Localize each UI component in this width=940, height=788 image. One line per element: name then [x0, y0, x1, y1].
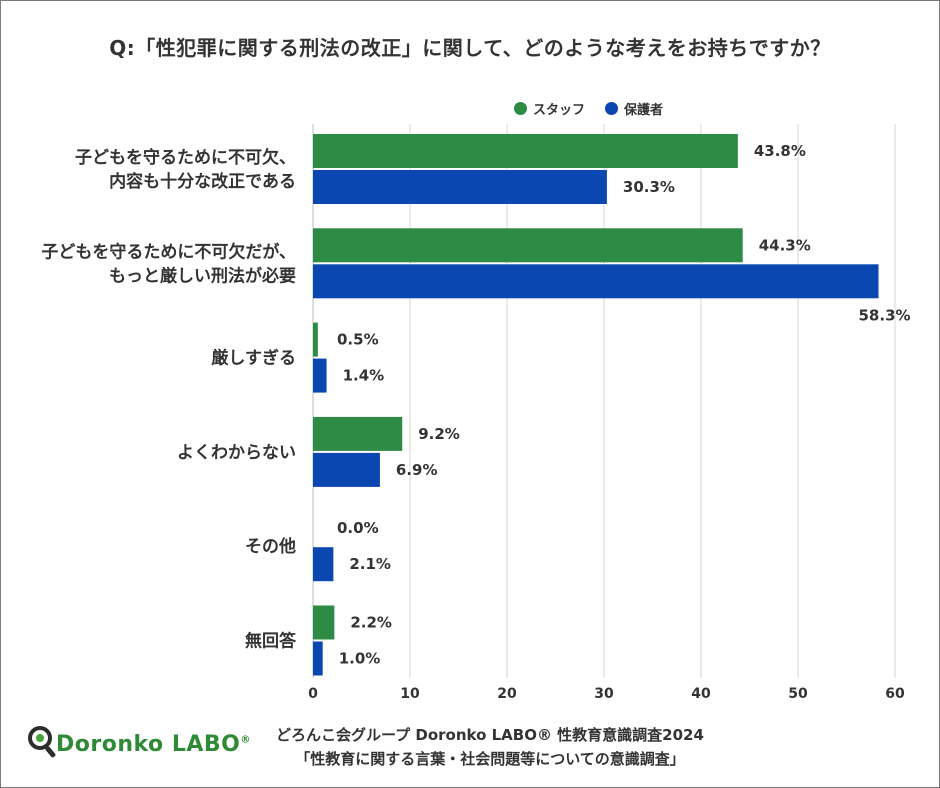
category-label: 厳しすぎる [211, 348, 296, 369]
x-tick-label: 30 [594, 686, 614, 702]
logo-text: Doronko LABO® [56, 731, 251, 757]
data-label: 30.3% [623, 178, 675, 196]
x-tick-label: 20 [497, 686, 517, 702]
bar [313, 134, 738, 168]
bar [313, 170, 607, 204]
legend: スタッフ 保護者 [514, 99, 683, 118]
legend-label-staff: スタッフ [533, 103, 586, 118]
x-tick-label: 50 [788, 686, 808, 702]
logo: Doronko LABO® [28, 726, 251, 762]
category-label: もっと厳しい刑法が必要 [109, 265, 296, 286]
legend-swatch-parents [605, 102, 619, 115]
data-label: 6.9% [396, 461, 438, 479]
bar [313, 547, 334, 582]
bar [313, 322, 318, 357]
bar [313, 228, 743, 263]
category-label: 子どもを守るために不可欠だが、 [41, 241, 296, 262]
x-tick-label: 60 [885, 686, 905, 702]
legend-label-parents: 保護者 [624, 103, 664, 118]
bar [313, 358, 327, 393]
data-label: 0.5% [337, 331, 379, 349]
bar [313, 264, 879, 299]
legend-item-staff: スタッフ [514, 99, 585, 118]
data-label: 1.0% [339, 650, 381, 668]
legend-item-parents: 保護者 [605, 99, 663, 118]
legend-swatch-staff [514, 102, 527, 115]
bar [313, 641, 323, 676]
magnifier-icon [28, 726, 58, 762]
category-label: 無回答 [245, 631, 297, 652]
data-label: 44.3% [759, 236, 811, 254]
data-label: 1.4% [343, 367, 385, 385]
x-tick-label: 10 [400, 686, 420, 702]
footer-line-2: 「性教育に関する言葉・社会問題等についての意識調査」 [295, 750, 685, 768]
x-tick-label: 40 [691, 686, 711, 702]
bar [313, 416, 403, 451]
x-tick-label: 0 [308, 686, 318, 702]
chart-title: Q:「性犯罪に関する刑法の改正」に関して、どのような考えをお持ちですか？ [109, 36, 831, 60]
category-label: 内容も十分な改正である [109, 171, 296, 192]
data-label: 2.1% [349, 555, 391, 573]
footer-line-1: どろんこ会グループ Doronko LABO® 性教育意識調査2024 [276, 726, 704, 744]
data-label: 9.2% [418, 425, 460, 443]
bar [313, 605, 335, 640]
category-label: その他 [245, 536, 296, 557]
data-label: 0.0% [337, 519, 379, 537]
category-label: 子どもを守るために不可欠、 [75, 147, 296, 168]
bar [313, 452, 380, 487]
data-label: 58.3% [859, 306, 911, 324]
data-label: 43.8% [754, 142, 806, 160]
data-label: 2.2% [350, 614, 392, 632]
category-label: よくわからない [177, 443, 296, 463]
